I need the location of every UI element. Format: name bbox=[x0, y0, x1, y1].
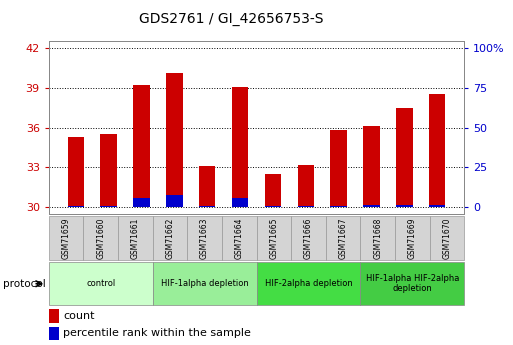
FancyBboxPatch shape bbox=[326, 216, 360, 260]
Bar bbox=[265, 206, 281, 207]
Text: GSM71664: GSM71664 bbox=[234, 217, 244, 259]
Bar bbox=[265, 174, 281, 207]
Text: GSM71670: GSM71670 bbox=[442, 217, 451, 259]
Bar bbox=[68, 206, 84, 207]
Bar bbox=[101, 206, 117, 207]
Text: GSM71659: GSM71659 bbox=[62, 217, 71, 259]
Bar bbox=[298, 165, 314, 207]
FancyBboxPatch shape bbox=[153, 216, 187, 260]
Text: GSM71667: GSM71667 bbox=[339, 217, 348, 259]
Text: GSM71661: GSM71661 bbox=[131, 217, 140, 259]
Bar bbox=[330, 206, 347, 207]
Bar bbox=[49, 309, 59, 323]
Bar bbox=[396, 205, 412, 207]
Bar bbox=[232, 87, 248, 207]
FancyBboxPatch shape bbox=[118, 216, 153, 260]
FancyBboxPatch shape bbox=[49, 216, 83, 260]
Bar bbox=[330, 130, 347, 207]
FancyBboxPatch shape bbox=[153, 262, 256, 305]
Text: HIF-2alpha depletion: HIF-2alpha depletion bbox=[265, 279, 352, 288]
Bar bbox=[298, 206, 314, 207]
FancyBboxPatch shape bbox=[222, 216, 256, 260]
Bar bbox=[133, 198, 150, 207]
Text: percentile rank within the sample: percentile rank within the sample bbox=[63, 328, 251, 338]
Bar bbox=[133, 85, 150, 207]
Bar bbox=[232, 198, 248, 207]
Text: control: control bbox=[86, 279, 115, 288]
Text: protocol: protocol bbox=[3, 279, 45, 289]
Text: GSM71663: GSM71663 bbox=[200, 217, 209, 259]
FancyBboxPatch shape bbox=[291, 216, 326, 260]
FancyBboxPatch shape bbox=[429, 216, 464, 260]
Bar bbox=[429, 95, 445, 207]
FancyBboxPatch shape bbox=[395, 216, 429, 260]
FancyBboxPatch shape bbox=[187, 216, 222, 260]
Bar bbox=[166, 73, 183, 207]
Text: GDS2761 / GI_42656753-S: GDS2761 / GI_42656753-S bbox=[139, 12, 323, 26]
FancyBboxPatch shape bbox=[256, 262, 360, 305]
Text: GSM71662: GSM71662 bbox=[165, 217, 174, 259]
Bar bbox=[68, 137, 84, 207]
Bar bbox=[363, 205, 380, 207]
Bar bbox=[363, 126, 380, 207]
Text: GSM71669: GSM71669 bbox=[408, 217, 417, 259]
Text: count: count bbox=[63, 311, 95, 321]
Bar bbox=[166, 195, 183, 207]
Text: GSM71666: GSM71666 bbox=[304, 217, 313, 259]
Bar bbox=[49, 327, 59, 340]
Text: GSM71665: GSM71665 bbox=[269, 217, 279, 259]
Text: HIF-1alpha HIF-2alpha
depletion: HIF-1alpha HIF-2alpha depletion bbox=[366, 274, 459, 294]
Text: GSM71668: GSM71668 bbox=[373, 217, 382, 259]
Bar bbox=[101, 134, 117, 207]
Bar bbox=[199, 166, 215, 207]
FancyBboxPatch shape bbox=[360, 262, 464, 305]
FancyBboxPatch shape bbox=[83, 216, 118, 260]
FancyBboxPatch shape bbox=[256, 216, 291, 260]
FancyBboxPatch shape bbox=[49, 262, 153, 305]
Text: GSM71660: GSM71660 bbox=[96, 217, 105, 259]
Bar bbox=[429, 205, 445, 207]
Bar bbox=[396, 108, 412, 207]
Bar bbox=[199, 206, 215, 207]
Text: HIF-1alpha depletion: HIF-1alpha depletion bbox=[161, 279, 248, 288]
FancyBboxPatch shape bbox=[360, 216, 395, 260]
